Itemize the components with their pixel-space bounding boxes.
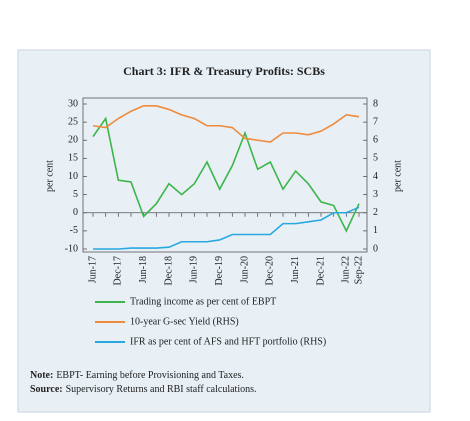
plot-frame xyxy=(82,97,368,253)
y-tick-label: 15 xyxy=(68,153,78,164)
series-line xyxy=(93,206,360,250)
panel xyxy=(17,49,431,413)
chart-title: Chart 3: IFR & Treasury Profits: SCBs xyxy=(123,64,325,78)
y2-tick-label: 3 xyxy=(373,189,378,200)
x-tick-label: Dec-19 xyxy=(214,256,225,285)
x-tick-label: Dec-21 xyxy=(315,256,326,285)
y2-tick-label: 2 xyxy=(373,207,378,218)
legend-label: IFR as per cent of AFS and HFT portfolio… xyxy=(130,336,326,347)
x-tick-label: Dec-17 xyxy=(113,256,124,285)
y2-tick-label: 1 xyxy=(373,225,378,236)
y-tick-label: -10 xyxy=(65,243,78,254)
x-tick-label: Sep-22 xyxy=(353,256,364,284)
x-tick-label: Jun-20 xyxy=(239,256,250,283)
y2-tick-label: 6 xyxy=(373,135,378,146)
y-tick-label: 20 xyxy=(68,135,78,146)
y2-tick-label: 4 xyxy=(373,171,378,182)
y2-tick-label: 7 xyxy=(373,116,378,127)
note: Note: EBPT- Earning before Provisioning a… xyxy=(30,370,244,381)
x-tick-label: Jun-17 xyxy=(87,256,98,283)
y-tick-label: 10 xyxy=(68,171,78,182)
notes: Note: EBPT- Earning before Provisioning a… xyxy=(30,370,257,395)
legend-label: Trading income as per cent of EBPT xyxy=(130,296,276,307)
note-text: Supervisory Returns and RBI staff calcul… xyxy=(66,384,257,395)
x-tick-label: Jun-21 xyxy=(290,256,301,283)
series-line xyxy=(92,116,360,233)
note-label: Note: xyxy=(30,370,53,381)
x-tick-label: Jun-22 xyxy=(341,256,352,283)
y-tick-label: 0 xyxy=(73,207,78,218)
y-tick-label: 25 xyxy=(68,116,78,127)
x-tick-label: Dec-18 xyxy=(163,256,174,285)
y-tick-label: -5 xyxy=(70,225,78,236)
y-tick-label: 5 xyxy=(73,189,78,200)
y2-axis-label: per cent xyxy=(392,160,403,192)
legend-label: 10-year G-sec Yield (RHS) xyxy=(130,316,239,327)
series-line xyxy=(92,105,360,143)
x-tick-label: Jun-18 xyxy=(138,256,149,283)
note-text: EBPT- Earning before Provisioning and Ta… xyxy=(56,370,244,381)
x-tick-label: Jun-19 xyxy=(189,256,200,283)
y2-tick-label: 0 xyxy=(373,243,378,254)
y-axis-label: per cent xyxy=(44,160,55,192)
y-tick-label: 30 xyxy=(68,98,78,109)
y2-tick-label: 8 xyxy=(373,98,378,109)
note: Source: Supervisory Returns and RBI staff… xyxy=(30,384,257,395)
x-tick-label: Dec-20 xyxy=(265,256,276,285)
note-label: Source: xyxy=(30,384,63,395)
y2-tick-label: 5 xyxy=(373,153,378,164)
